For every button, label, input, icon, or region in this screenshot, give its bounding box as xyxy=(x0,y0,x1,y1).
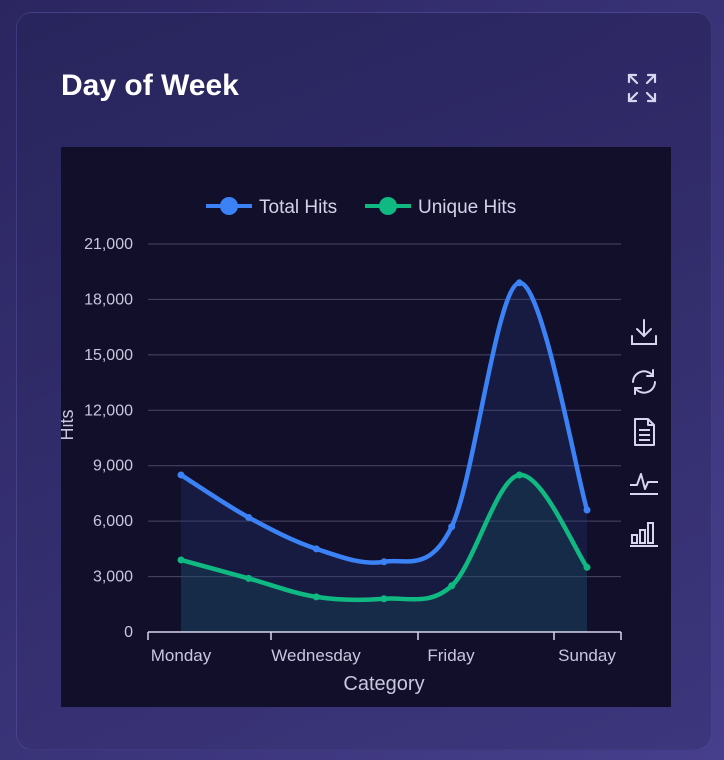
total-hits-line xyxy=(178,280,590,565)
chart-area: 0 3,000 6,000 9,000 12,000 15,000 18,000 21,000… xyxy=(57,147,671,707)
total-hits-area xyxy=(181,282,588,632)
unique-hits-point[interactable] xyxy=(448,582,456,590)
x-tick-label: Friday xyxy=(427,646,475,665)
unique-hits-point[interactable] xyxy=(515,471,523,479)
refresh-icon[interactable] xyxy=(629,367,659,397)
x-axis-title: Category xyxy=(343,673,424,695)
bar-chart-icon[interactable] xyxy=(629,517,659,547)
legend-item-total-hits[interactable]: Total Hits xyxy=(206,197,337,218)
y-tick-label: 0 xyxy=(124,624,133,641)
y-tick-label: 3,000 xyxy=(93,569,133,586)
y-tick-label: 6,000 xyxy=(93,513,133,530)
unique-hits-point[interactable] xyxy=(177,556,185,564)
total-hits-point[interactable] xyxy=(583,506,591,514)
y-axis-title: Hits xyxy=(61,410,77,441)
unique-hits-point[interactable] xyxy=(380,595,388,603)
chart-svg: 0 3,000 6,000 9,000 12,000 15,000 18,000 21,000… xyxy=(57,197,659,695)
x-tick-label: Wednesday xyxy=(271,646,361,665)
x-tick-label: Sunday xyxy=(558,646,616,665)
chart-card: Day of Week 0 3,000 6,000 9,000 12,000 15,000… xyxy=(16,12,712,750)
unique-hits-point[interactable] xyxy=(245,574,253,582)
total-hits-point[interactable] xyxy=(177,471,185,479)
legend-item-unique-hits[interactable]: Unique Hits xyxy=(365,197,516,218)
total-hits-point[interactable] xyxy=(312,545,320,553)
y-tick-label: 21,000 xyxy=(84,236,133,253)
unique-hits-point[interactable] xyxy=(583,563,591,571)
total-hits-point[interactable] xyxy=(515,279,523,287)
legend-label: Total Hits xyxy=(259,197,337,218)
line-chart-icon[interactable] xyxy=(629,467,659,497)
legend-swatch-dot xyxy=(220,197,238,215)
unique-hits-point[interactable] xyxy=(312,593,320,601)
y-tick-label: 12,000 xyxy=(84,402,133,419)
legend-swatch-dot xyxy=(379,197,397,215)
y-tick-label: 18,000 xyxy=(84,291,133,308)
x-tick-label: Monday xyxy=(151,646,212,665)
download-icon[interactable] xyxy=(629,317,659,347)
y-tick-label: 9,000 xyxy=(93,458,133,475)
unique-hits-area xyxy=(181,474,588,632)
card-title: Day of Week xyxy=(61,69,239,102)
total-hits-point[interactable] xyxy=(380,558,388,566)
total-hits-point[interactable] xyxy=(448,523,456,531)
y-tick-label: 15,000 xyxy=(84,347,133,364)
legend-label: Unique Hits xyxy=(418,197,516,218)
total-hits-point[interactable] xyxy=(245,513,253,521)
document-icon[interactable] xyxy=(629,417,659,447)
expand-icon[interactable] xyxy=(625,71,659,105)
